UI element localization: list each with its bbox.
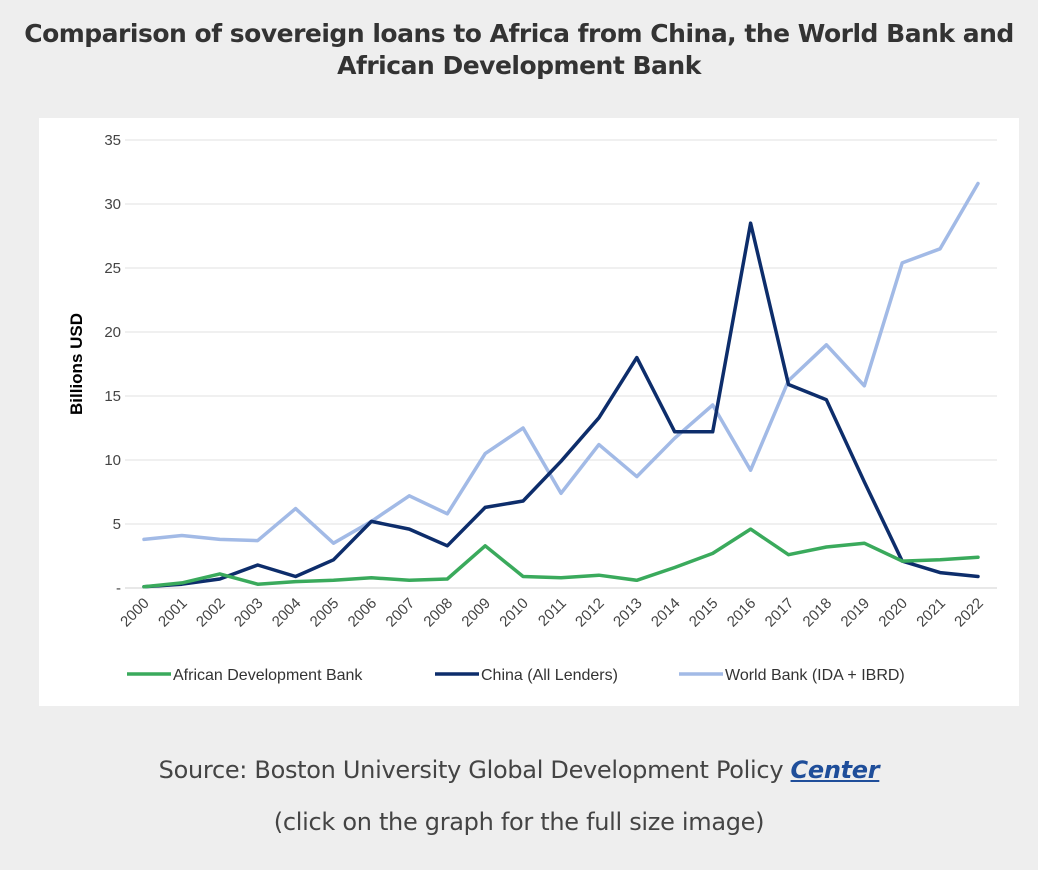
source-line: Source: Boston University Global Develop…: [0, 756, 1038, 784]
legend: African Development Bank China (All Lende…: [127, 667, 905, 684]
y-axis-ticks: - 5 10 15 20 25 30 35: [104, 132, 121, 597]
y-tick-label: -: [116, 580, 121, 597]
page-title-line-1: Comparison of sovereign loans to Africa …: [24, 19, 1014, 48]
y-tick-label: 30: [104, 196, 121, 213]
chart-card[interactable]: -5 10 15 20 25 30 35 2000 2001 2002 2003 2004 2005 2…: [39, 118, 1019, 706]
x-tick-label: 2007: [383, 595, 419, 631]
x-tick-label: 2013: [610, 595, 646, 631]
x-tick-label: 2000: [117, 595, 153, 631]
gridlines: [125, 139, 997, 589]
series-lines: [142, 181, 980, 589]
y-tick-label: 20: [104, 324, 121, 341]
x-tick-label: 2015: [686, 595, 722, 631]
x-tick-label: 2001: [155, 595, 191, 631]
series-line-2: [142, 181, 980, 545]
x-tick-label: 2012: [572, 595, 608, 631]
x-tick-label: 2011: [535, 595, 570, 630]
x-tick-label: 2002: [193, 595, 229, 631]
source-link[interactable]: Center: [790, 756, 880, 784]
page-title-line-2: African Development Bank: [337, 51, 701, 80]
legend-label: African Development Bank: [173, 667, 363, 684]
x-tick-label: 2009: [458, 595, 494, 631]
x-tick-label: 2022: [951, 595, 987, 631]
y-tick-label: 25: [104, 260, 121, 277]
series-line-1: [142, 221, 980, 589]
y-tick-label: 15: [104, 388, 121, 405]
x-tick-label: 2016: [724, 595, 760, 631]
x-tick-label: 2019: [838, 595, 874, 631]
x-tick-label: 2021: [913, 595, 949, 631]
x-tick-label: 2004: [269, 595, 305, 631]
x-tick-label: 2006: [345, 595, 381, 631]
x-tick-label: 2014: [648, 595, 684, 631]
x-tick-label: 2020: [875, 595, 911, 631]
x-tick-label: 2008: [420, 595, 456, 631]
x-tick-label: 2010: [496, 595, 532, 631]
y-axis-title: Billions USD: [67, 313, 86, 415]
legend-label: World Bank (IDA + IBRD): [725, 667, 905, 684]
x-tick-label: 2005: [307, 595, 343, 631]
x-tick-label: 2017: [762, 595, 798, 631]
y-tick-label: 5: [113, 516, 121, 533]
page-title: Comparison of sovereign loans to Africa …: [0, 18, 1038, 82]
series-line-0: [142, 527, 980, 589]
y-tick-label: 35: [104, 132, 121, 149]
x-tick-label: 2018: [800, 595, 836, 631]
source-text: Source: Boston University Global Develop…: [158, 756, 791, 784]
y-tick-label: 10: [104, 452, 121, 469]
legend-label: China (All Lenders): [481, 667, 618, 684]
click-note: (click on the graph for the full size im…: [273, 808, 765, 836]
x-tick-label: 2003: [231, 595, 267, 631]
x-axis-ticks: 2000 2001 2002 2003 2004 2005 2006 2007 2008 2009…: [117, 595, 987, 631]
